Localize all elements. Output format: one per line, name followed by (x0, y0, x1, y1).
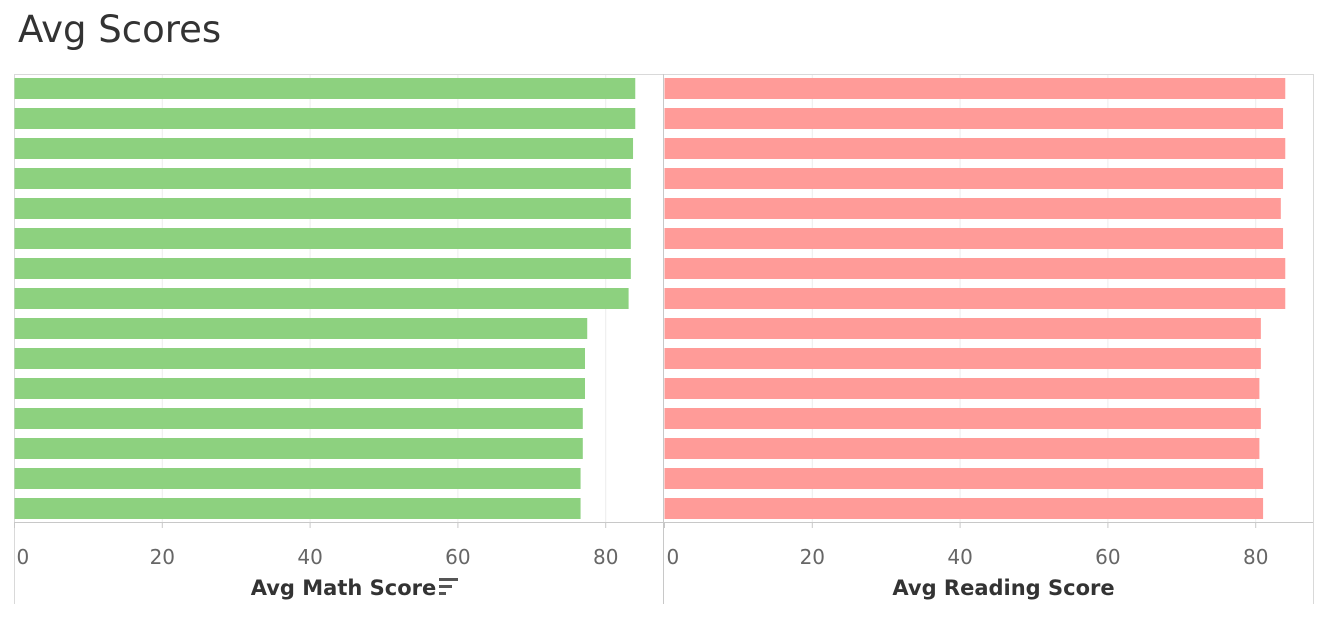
sort-descending-icon (439, 578, 458, 595)
bar-math-3 (14, 138, 634, 159)
bar-math-13 (14, 438, 583, 459)
x-tick-label-80: 80 (1243, 545, 1268, 569)
bar-math-8 (14, 288, 629, 309)
x-tick-label-20: 20 (800, 545, 825, 569)
math-axis-title: Avg Math Score (251, 576, 437, 600)
sort-icon-bar-3 (439, 592, 446, 595)
bar-reading-4 (664, 168, 1284, 189)
x-tick-label-40: 40 (297, 545, 322, 569)
bar-reading-6 (664, 228, 1284, 249)
sort-icon-bar-1 (439, 578, 458, 581)
bar-math-14 (14, 468, 581, 489)
page-title: Avg Scores (18, 8, 222, 51)
x-tick-label-40: 40 (947, 545, 972, 569)
x-tick-label-60: 60 (445, 545, 470, 569)
x-tick-label-60: 60 (1095, 545, 1120, 569)
bar-math-5 (14, 198, 631, 219)
sort-icon-bar-2 (439, 585, 452, 588)
bar-reading-9 (664, 318, 1261, 339)
bar-reading-12 (664, 408, 1261, 429)
x-tick-label-0: 0 (17, 545, 30, 569)
bar-reading-11 (664, 378, 1260, 399)
x-tick-label-80: 80 (593, 545, 618, 569)
bar-math-15 (14, 498, 581, 519)
bar-math-9 (14, 318, 588, 339)
bar-reading-5 (664, 198, 1281, 219)
bar-reading-15 (664, 498, 1264, 519)
bar-reading-7 (664, 258, 1286, 279)
bar-math-2 (14, 108, 636, 129)
bar-reading-8 (664, 288, 1286, 309)
bar-math-6 (14, 228, 631, 249)
bar-math-7 (14, 258, 631, 279)
bar-reading-13 (664, 438, 1260, 459)
bar-reading-10 (664, 348, 1261, 369)
bar-math-11 (14, 378, 586, 399)
reading-axis-title: Avg Reading Score (892, 576, 1114, 600)
bar-reading-3 (664, 138, 1286, 159)
bar-reading-2 (664, 108, 1284, 129)
x-tick-label-20: 20 (150, 545, 175, 569)
bar-math-1 (14, 78, 636, 99)
bar-math-4 (14, 168, 631, 189)
bar-math-10 (14, 348, 586, 369)
bar-math-12 (14, 408, 583, 429)
bar-reading-14 (664, 468, 1264, 489)
x-tick-label-0: 0 (667, 545, 680, 569)
bar-reading-1 (664, 78, 1286, 99)
